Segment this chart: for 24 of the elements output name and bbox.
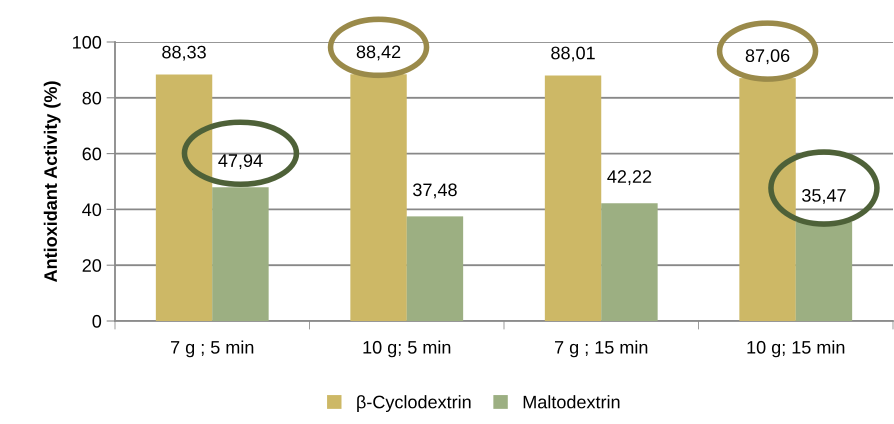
- bar: [601, 203, 658, 321]
- y-tick-label: 100: [73, 36, 102, 49]
- x-tick-label: 10 g; 15 min: [747, 340, 844, 358]
- bar: [406, 216, 464, 321]
- x-tick-label: 10 g; 5 min: [363, 340, 450, 358]
- data-label: 88,33: [162, 46, 206, 61]
- data-label: 35,47: [802, 189, 846, 204]
- y-tick-label: 40: [82, 203, 102, 216]
- y-tick-label: 60: [82, 148, 102, 160]
- y-tick-label: 80: [82, 92, 102, 105]
- legend-label: Maltodextrin: [524, 395, 620, 408]
- data-label: 88,01: [551, 46, 595, 62]
- legend-label: β-Cyclodextrin: [357, 395, 471, 412]
- y-axis-title: Antioxidant Activity (%): [44, 81, 61, 282]
- x-tick-label: 7 g ; 5 min: [171, 340, 254, 358]
- data-label: 37,48: [413, 183, 457, 198]
- bar: [544, 75, 602, 321]
- y-tick-label: 0: [92, 314, 102, 328]
- data-label: 47,94: [218, 154, 263, 170]
- data-label: 87,06: [746, 49, 790, 64]
- data-label: 88,42: [356, 45, 400, 60]
- y-tick-label: 20: [82, 259, 102, 272]
- data-label: 42,22: [607, 170, 652, 186]
- x-tick-label: 7 g ; 15 min: [555, 340, 648, 358]
